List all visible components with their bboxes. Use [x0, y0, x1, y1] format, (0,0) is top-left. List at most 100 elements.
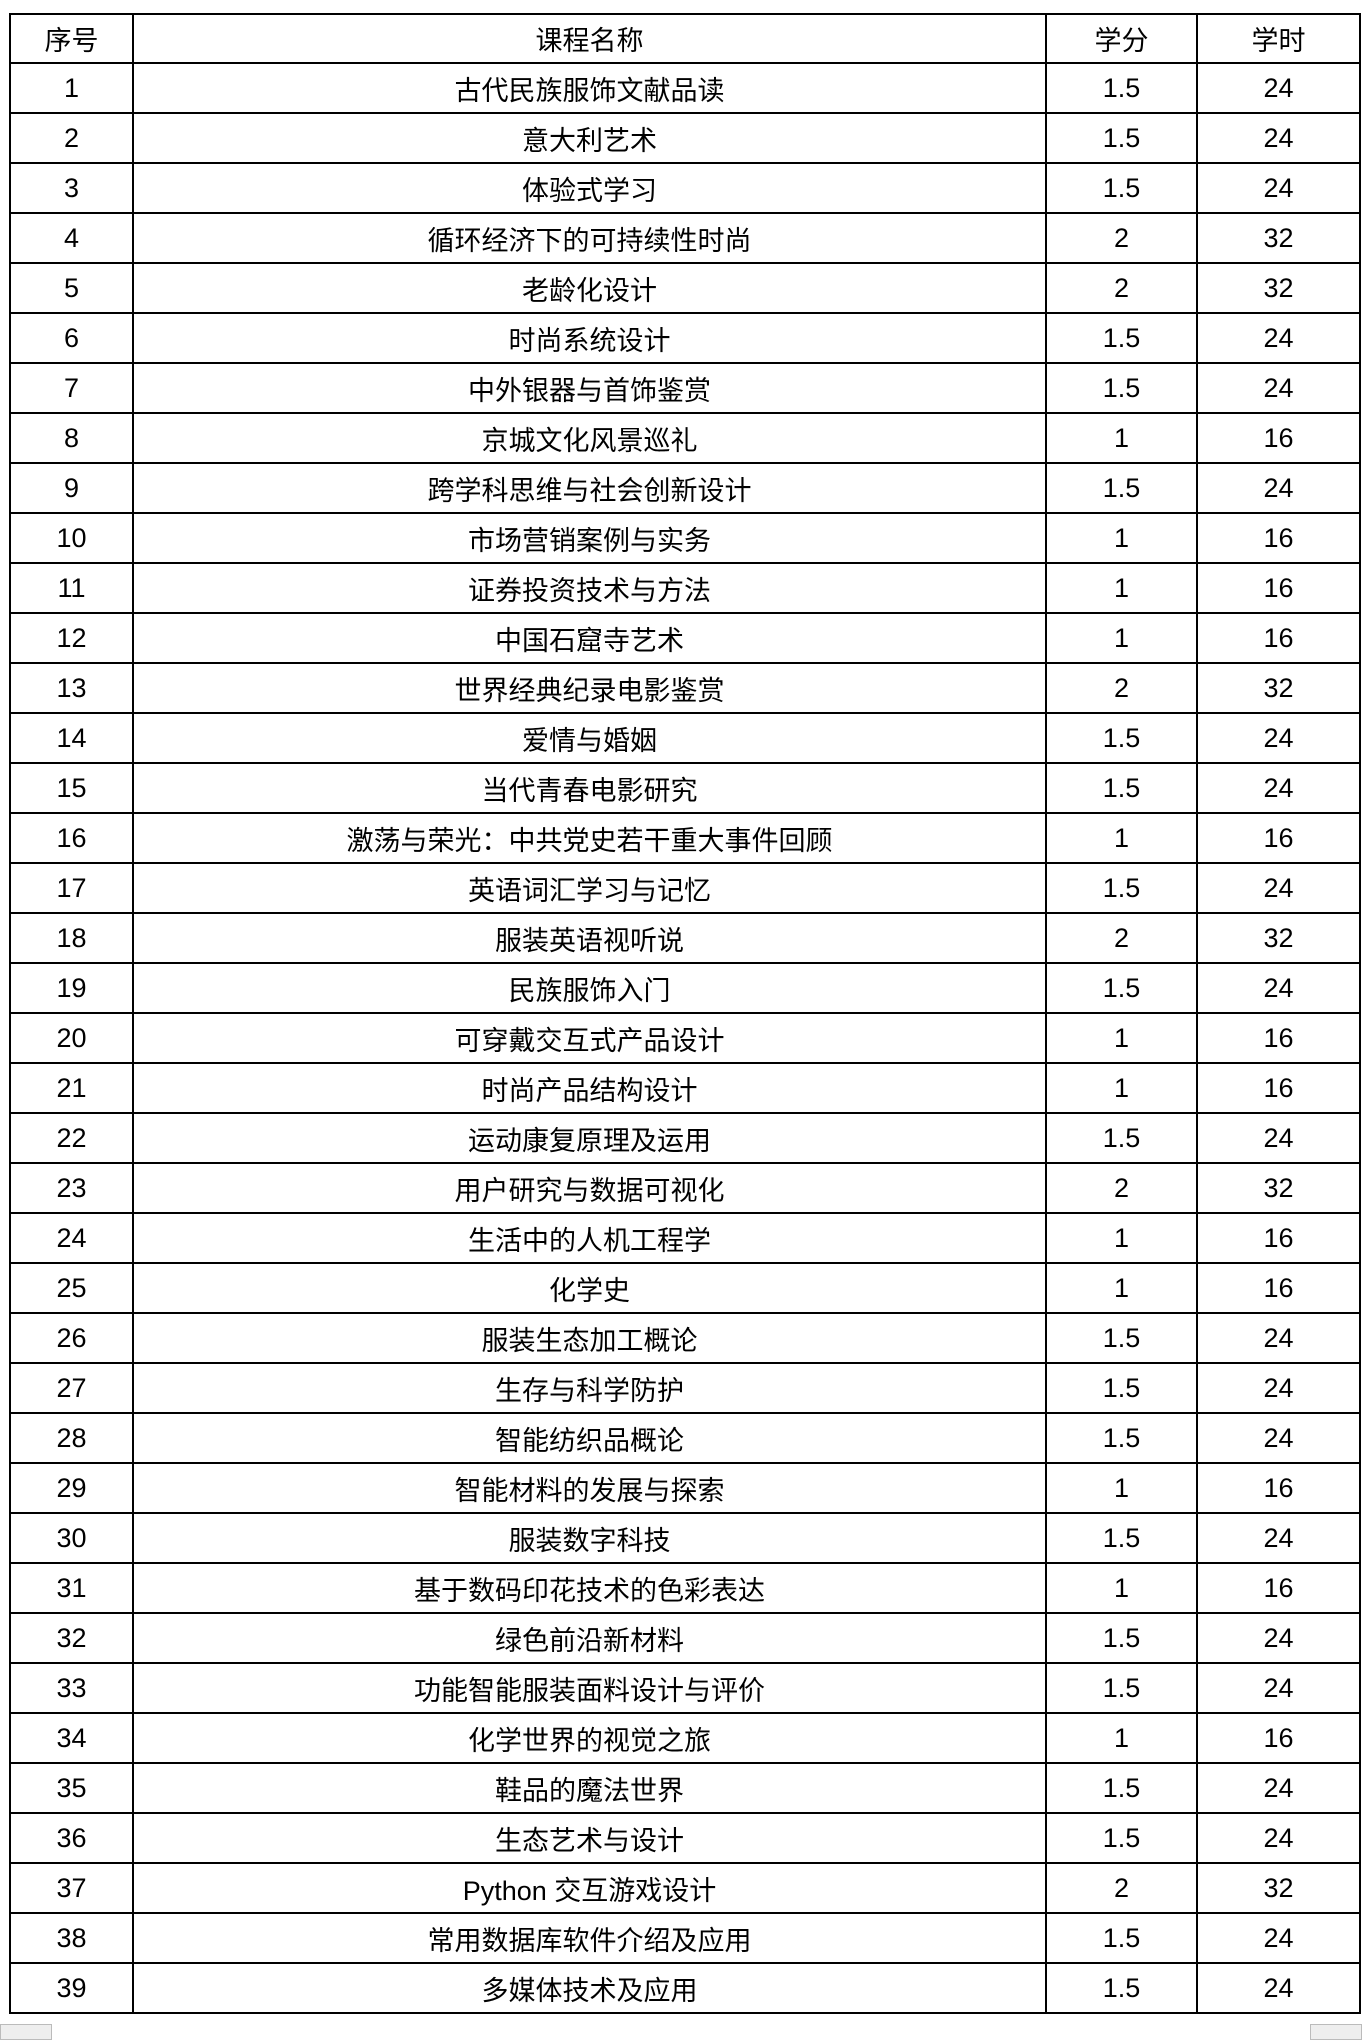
table-row: 5 老龄化设计 2 32 — [9, 262, 1361, 314]
table-row: 30 服装数字科技 1.5 24 — [9, 1512, 1361, 1564]
cell-hours: 24 — [1196, 962, 1361, 1014]
table-row: 33 功能智能服装面料设计与评价 1.5 24 — [9, 1662, 1361, 1714]
cell-credits: 2 — [1045, 912, 1198, 964]
cell-index: 7 — [9, 362, 134, 414]
cell-hours: 16 — [1196, 1012, 1361, 1064]
cell-index: 16 — [9, 812, 134, 864]
table-row: 31 基于数码印花技术的色彩表达 1 16 — [9, 1562, 1361, 1614]
table-row: 36 生态艺术与设计 1.5 24 — [9, 1812, 1361, 1864]
table-row: 23 用户研究与数据可视化 2 32 — [9, 1162, 1361, 1214]
cell-credits: 1.5 — [1045, 1362, 1198, 1414]
cell-index: 18 — [9, 912, 134, 964]
cell-index: 12 — [9, 612, 134, 664]
cell-credits: 2 — [1045, 662, 1198, 714]
cell-credits: 1 — [1045, 412, 1198, 464]
cell-index: 35 — [9, 1762, 134, 1814]
cell-course-name: 化学史 — [132, 1262, 1047, 1314]
cell-course-name: 市场营销案例与实务 — [132, 512, 1047, 564]
header-hours: 学时 — [1196, 13, 1361, 64]
cell-course-name: 基于数码印花技术的色彩表达 — [132, 1562, 1047, 1614]
cell-index: 2 — [9, 112, 134, 164]
cell-course-name: 意大利艺术 — [132, 112, 1047, 164]
cell-credits: 1 — [1045, 1212, 1198, 1264]
cell-credits: 1.5 — [1045, 962, 1198, 1014]
cell-credits: 1 — [1045, 1712, 1198, 1764]
cell-credits: 1.5 — [1045, 162, 1198, 214]
cell-course-name: 智能纺织品概论 — [132, 1412, 1047, 1464]
cell-index: 4 — [9, 212, 134, 264]
cell-course-name: 时尚产品结构设计 — [132, 1062, 1047, 1114]
cell-index: 28 — [9, 1412, 134, 1464]
cell-credits: 1 — [1045, 512, 1198, 564]
cell-credits: 1.5 — [1045, 712, 1198, 764]
header-course-name: 课程名称 — [132, 13, 1047, 64]
cell-index: 11 — [9, 562, 134, 614]
cell-hours: 16 — [1196, 812, 1361, 864]
cell-course-name: 循环经济下的可持续性时尚 — [132, 212, 1047, 264]
table-row: 3 体验式学习 1.5 24 — [9, 162, 1361, 214]
table-row: 29 智能材料的发展与探索 1 16 — [9, 1462, 1361, 1514]
cell-hours: 24 — [1196, 762, 1361, 814]
cell-hours: 16 — [1196, 562, 1361, 614]
table-row: 9 跨学科思维与社会创新设计 1.5 24 — [9, 462, 1361, 514]
cell-credits: 1.5 — [1045, 112, 1198, 164]
cell-index: 34 — [9, 1712, 134, 1764]
cell-course-name: 服装生态加工概论 — [132, 1312, 1047, 1364]
table-row: 25 化学史 1 16 — [9, 1262, 1361, 1314]
cell-hours: 32 — [1196, 262, 1361, 314]
cell-course-name: 功能智能服装面料设计与评价 — [132, 1662, 1047, 1714]
cell-hours: 16 — [1196, 1212, 1361, 1264]
cell-hours: 24 — [1196, 1962, 1361, 2014]
cell-hours: 24 — [1196, 1912, 1361, 1964]
cell-credits: 2 — [1045, 262, 1198, 314]
cell-index: 32 — [9, 1612, 134, 1664]
cell-hours: 32 — [1196, 212, 1361, 264]
table-row: 35 鞋品的魔法世界 1.5 24 — [9, 1762, 1361, 1814]
course-table: 序号 课程名称 学分 学时 1 古代民族服饰文献品读 1.5 24 2 意大利艺术 1.5 2… — [9, 13, 1361, 2014]
cell-credits: 1 — [1045, 1462, 1198, 1514]
cell-hours: 24 — [1196, 462, 1361, 514]
cell-hours: 24 — [1196, 312, 1361, 364]
table-row: 32 绿色前沿新材料 1.5 24 — [9, 1612, 1361, 1664]
cell-credits: 1.5 — [1045, 762, 1198, 814]
cell-credits: 2 — [1045, 1862, 1198, 1914]
table-row: 24 生活中的人机工程学 1 16 — [9, 1212, 1361, 1264]
cell-course-name: 时尚系统设计 — [132, 312, 1047, 364]
cell-index: 13 — [9, 662, 134, 714]
cell-credits: 1 — [1045, 1062, 1198, 1114]
cell-credits: 1.5 — [1045, 1312, 1198, 1364]
cell-credits: 2 — [1045, 1162, 1198, 1214]
table-row: 27 生存与科学防护 1.5 24 — [9, 1362, 1361, 1414]
cell-index: 37 — [9, 1862, 134, 1914]
cell-credits: 1.5 — [1045, 1762, 1198, 1814]
cell-index: 22 — [9, 1112, 134, 1164]
cell-course-name: 用户研究与数据可视化 — [132, 1162, 1047, 1214]
cell-index: 10 — [9, 512, 134, 564]
cell-index: 38 — [9, 1912, 134, 1964]
cell-credits: 1.5 — [1045, 1662, 1198, 1714]
cell-credits: 1.5 — [1045, 1612, 1198, 1664]
cell-course-name: 老龄化设计 — [132, 262, 1047, 314]
cell-course-name: 体验式学习 — [132, 162, 1047, 214]
cell-hours: 16 — [1196, 1462, 1361, 1514]
cell-course-name: Python 交互游戏设计 — [132, 1862, 1047, 1914]
cell-credits: 1 — [1045, 562, 1198, 614]
cell-index: 25 — [9, 1262, 134, 1314]
cell-hours: 32 — [1196, 662, 1361, 714]
cell-hours: 16 — [1196, 1262, 1361, 1314]
cell-course-name: 服装英语视听说 — [132, 912, 1047, 964]
cell-credits: 1.5 — [1045, 1112, 1198, 1164]
cell-credits: 1.5 — [1045, 1412, 1198, 1464]
table-row: 39 多媒体技术及应用 1.5 24 — [9, 1962, 1361, 2014]
table-row: 11 证券投资技术与方法 1 16 — [9, 562, 1361, 614]
cell-index: 21 — [9, 1062, 134, 1114]
cell-course-name: 生活中的人机工程学 — [132, 1212, 1047, 1264]
cell-course-name: 化学世界的视觉之旅 — [132, 1712, 1047, 1764]
cell-hours: 24 — [1196, 712, 1361, 764]
table-row: 7 中外银器与首饰鉴赏 1.5 24 — [9, 362, 1361, 414]
cell-hours: 24 — [1196, 1362, 1361, 1414]
cell-course-name: 鞋品的魔法世界 — [132, 1762, 1047, 1814]
cell-credits: 1 — [1045, 1562, 1198, 1614]
table-row: 8 京城文化风景巡礼 1 16 — [9, 412, 1361, 464]
cell-credits: 1.5 — [1045, 362, 1198, 414]
